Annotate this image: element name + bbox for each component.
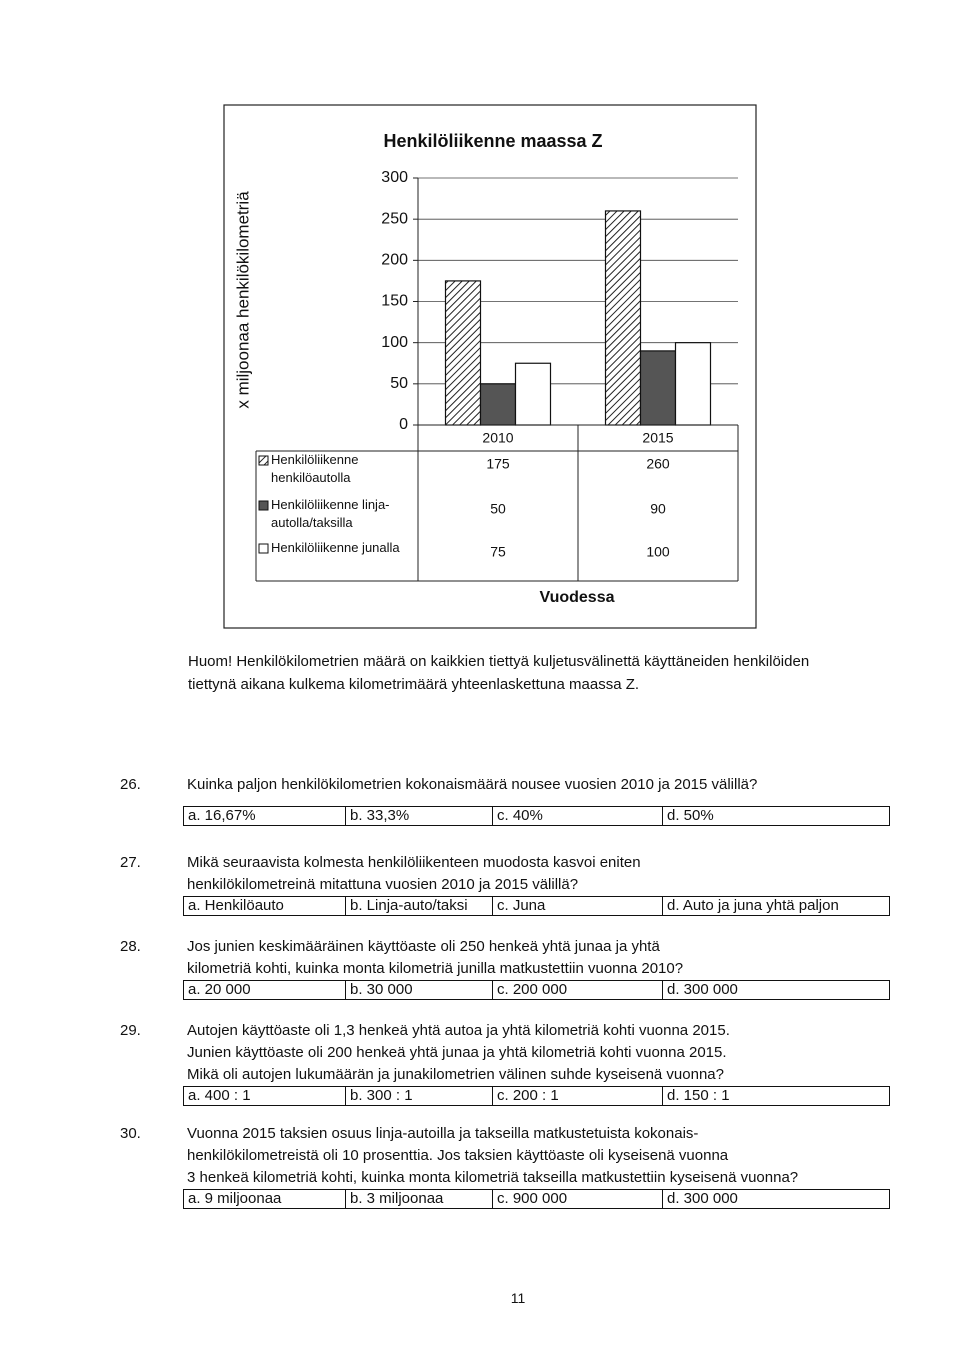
chart: Henkilöliikenne maassa Z x miljoonaa hen…	[223, 104, 757, 629]
legend-swatch	[258, 455, 269, 466]
legend-swatch	[258, 543, 269, 554]
question-number: 30.	[120, 1125, 141, 1142]
bar	[444, 280, 482, 426]
legend-swatch	[258, 500, 269, 511]
question-number: 28.	[120, 938, 141, 955]
question-text: Kuinka paljon henkilökilometrien kokonai…	[187, 776, 758, 793]
bar	[604, 210, 642, 426]
question-text: kilometriä kohti, kuinka monta kilometri…	[187, 960, 684, 977]
options: a. 16,67% b. 33,3% c. 40% d. 50%	[183, 806, 890, 826]
option: d. 300 000	[662, 981, 889, 999]
table-value: 50	[490, 501, 506, 517]
option: d. 300 000	[662, 1190, 889, 1208]
bar	[514, 362, 552, 426]
options: a. Henkilöauto b. Linja-auto/taksi c. Juna…	[183, 896, 890, 916]
option: d. 150 : 1	[662, 1087, 889, 1105]
option: b. Linja-auto/taksi	[345, 897, 492, 915]
table-value: 175	[486, 456, 510, 472]
y-tick-label: 100	[381, 334, 408, 351]
option: c. 200 : 1	[492, 1087, 662, 1105]
option: a. Henkilöauto	[183, 897, 345, 915]
options: a. 20 000 b. 30 000 c. 200 000 d. 300 000	[183, 980, 890, 1000]
table-value: 100	[646, 544, 670, 560]
y-tick-label: 150	[381, 293, 408, 310]
note: Huom! Henkilökilometrien määrä on kaikki…	[188, 650, 809, 696]
y-tick-label: 0	[399, 416, 408, 433]
table-value: 90	[650, 501, 666, 517]
bar	[479, 383, 517, 426]
options: a. 9 miljoonaa b. 3 miljoonaa c. 900 000 d.…	[183, 1189, 890, 1209]
x-tick-label: 2015	[642, 430, 673, 446]
page-number: 11	[510, 1290, 526, 1306]
legend-entry: Henkilöliikenne junalla	[271, 540, 400, 555]
x-tick-label: 2010	[482, 430, 513, 446]
question-text: Mikä oli autojen lukumäärän ja junakilom…	[187, 1066, 724, 1083]
question-number: 26.	[120, 776, 141, 793]
options: a. 400 : 1 b. 300 : 1 c. 200 : 1 d. 150 : 1	[183, 1086, 890, 1106]
question-text: Junien käyttöaste oli 200 henkeä yhtä ju…	[187, 1044, 727, 1061]
question-text: Mikä seuraavista kolmesta henkilöliikent…	[187, 854, 641, 871]
question-text: henkilökilometreinä mitattuna vuosien 20…	[187, 876, 579, 893]
legend-entry: Henkilöliikenne henkilöautolla	[271, 452, 359, 485]
question-number: 29.	[120, 1022, 141, 1039]
option: d. Auto ja juna yhtä paljon	[662, 897, 889, 915]
y-axis-label: x miljoonaa henkilökilometriä	[233, 191, 252, 409]
y-tick-label: 250	[381, 210, 408, 227]
option: b. 33,3%	[345, 807, 492, 825]
y-tick-label: 200	[381, 252, 408, 269]
bar	[674, 342, 712, 426]
chart-title: Henkilöliikenne maassa Z	[383, 131, 602, 151]
option: a. 400 : 1	[183, 1087, 345, 1105]
option: c. 900 000	[492, 1190, 662, 1208]
bar	[639, 350, 677, 426]
legend-entry: Henkilöliikenne linja-autolla/taksilla	[271, 497, 390, 530]
option: c. 40%	[492, 807, 662, 825]
chart-frame	[223, 104, 757, 629]
option: c. Juna	[492, 897, 662, 915]
option: b. 30 000	[345, 981, 492, 999]
note-line: tiettynä aikana kulkema kilometrimäärä y…	[188, 676, 640, 693]
option: a. 9 miljoonaa	[183, 1190, 345, 1208]
question-text: Vuonna 2015 taksien osuus linja-autoilla…	[187, 1125, 699, 1142]
option: b. 300 : 1	[345, 1087, 492, 1105]
question-text: Autojen käyttöaste oli 1,3 henkeä yhtä a…	[187, 1022, 730, 1039]
question-text: Jos junien keskimääräinen käyttöaste oli…	[187, 938, 660, 955]
table-value: 260	[646, 456, 670, 472]
option: a. 16,67%	[183, 807, 345, 825]
option: a. 20 000	[183, 981, 345, 999]
question-text: henkilökilometreistä oli 10 prosenttia. …	[187, 1147, 729, 1164]
y-tick-label: 50	[390, 375, 408, 392]
option: d. 50%	[662, 807, 889, 825]
question-number: 27.	[120, 854, 141, 871]
note-line: Huom! Henkilökilometrien määrä on kaikki…	[188, 653, 810, 670]
table-value: 75	[490, 544, 506, 560]
x-axis-label: Vuodessa	[540, 589, 615, 606]
question-text: 3 henkeä kilometriä kohti, kuinka monta …	[187, 1169, 799, 1186]
option: c. 200 000	[492, 981, 662, 999]
y-tick-label: 300	[381, 169, 408, 186]
option: b. 3 miljoonaa	[345, 1190, 492, 1208]
